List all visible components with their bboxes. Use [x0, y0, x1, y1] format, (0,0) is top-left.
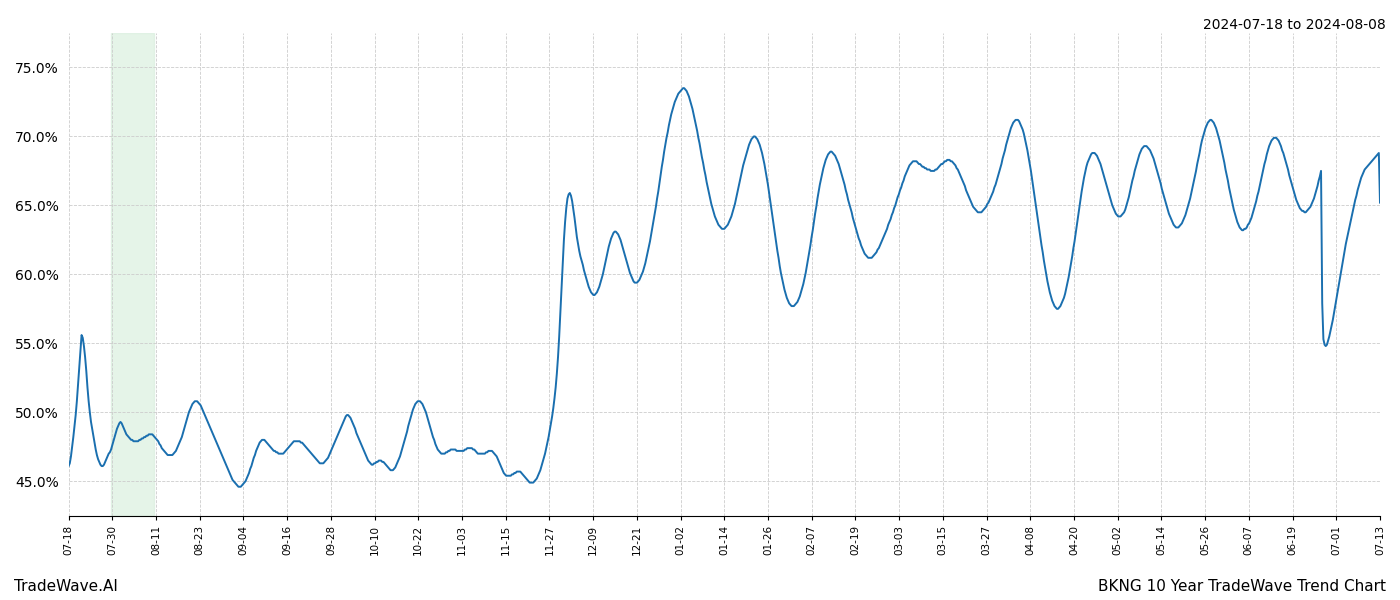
Text: 2024-07-18 to 2024-08-08: 2024-07-18 to 2024-08-08: [1203, 18, 1386, 32]
Text: BKNG 10 Year TradeWave Trend Chart: BKNG 10 Year TradeWave Trend Chart: [1098, 579, 1386, 594]
Text: TradeWave.AI: TradeWave.AI: [14, 579, 118, 594]
Bar: [111, 33, 154, 516]
